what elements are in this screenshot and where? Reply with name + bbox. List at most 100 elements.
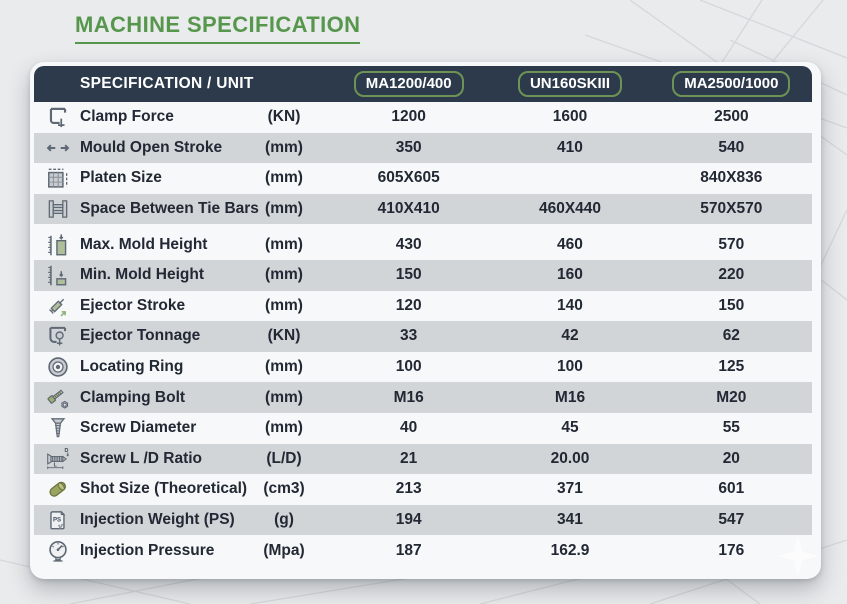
clamp-icon: [34, 104, 80, 130]
spec-value-2: 1600: [552, 108, 588, 126]
spec-value-2: 460X440: [538, 200, 602, 218]
machine-badge-1: MA1200/400: [353, 71, 464, 97]
spec-value-1: 150: [395, 266, 422, 284]
machine-column-3: MA2500/1000: [651, 71, 812, 97]
spec-value-2: M16: [554, 388, 586, 406]
spec-label: Injection Pressure: [80, 541, 215, 559]
shot-size-icon: [34, 476, 80, 502]
spec-label: Screw L /D Ratio: [80, 449, 203, 467]
spec-value-3: 547: [718, 511, 745, 529]
injection-pressure-icon: [34, 538, 80, 564]
spec-value-2: 160: [557, 266, 583, 284]
spec-unit: (mm): [265, 296, 303, 314]
spec-value-3: 125: [718, 358, 745, 376]
spec-label: Max. Mold Height: [80, 235, 208, 253]
table-row: Clamping Bolt (mm) M16 M16 M20: [34, 382, 812, 413]
spec-value-3: 570X570: [700, 200, 763, 218]
spec-value-2: 45: [561, 419, 579, 437]
spec-value-1: 194: [395, 511, 422, 529]
spec-label: Ejector Tonnage: [80, 327, 201, 345]
ejector-tonnage-icon: [34, 323, 80, 349]
spec-label: Platen Size: [80, 169, 162, 187]
spec-unit: (mm): [265, 169, 303, 187]
table-row: Injection Pressure (Mpa) 187 162.9 176: [34, 535, 812, 566]
spec-value-3: 20: [722, 449, 740, 467]
spec-unit: (KN): [267, 327, 301, 345]
spec-unit: (mm): [265, 388, 303, 406]
spec-value-1: 1200: [391, 108, 426, 126]
spec-value-2: 341: [557, 511, 583, 529]
spec-value-2: 42: [561, 327, 579, 345]
spec-label: Locating Ring: [80, 358, 184, 376]
spec-label: Ejector Stroke: [80, 296, 186, 314]
spec-value-3: M20: [716, 388, 747, 406]
spec-value-3: 840X836: [700, 169, 763, 187]
spec-value-1: 33: [400, 327, 418, 345]
table-row: Locating Ring (mm) 100 100 125: [34, 352, 812, 383]
open-stroke-arrows-icon: [34, 135, 80, 161]
spec-label: Clamping Bolt: [80, 388, 186, 406]
screw-ld-ratio-icon: [34, 446, 80, 472]
machine-column-2: UN160SKIII: [489, 71, 650, 97]
table-row: Min. Mold Height (mm) 150 160 220: [34, 259, 812, 291]
spec-unit: (mm): [265, 138, 303, 156]
spec-value-1: 430: [395, 235, 422, 253]
table-row: Clamp Force (KN) 1200 1600 2500: [34, 102, 812, 133]
spec-label: Mould Open Stroke: [80, 138, 223, 156]
page-title: MACHINE SPECIFICATION: [75, 12, 361, 44]
spec-value-2: 371: [557, 480, 583, 498]
spec-unit: (Mpa): [263, 541, 305, 559]
spec-label: Injection Weight (PS): [80, 511, 235, 529]
spec-unit: (mm): [265, 266, 303, 284]
screw-diameter-icon: [34, 415, 80, 441]
spec-value-1: 100: [395, 358, 422, 376]
spec-value-3: 570: [718, 235, 745, 253]
table-row: Max. Mold Height (mm) 430 460 570: [34, 229, 812, 260]
spec-value-3: 2500: [714, 108, 749, 126]
table-row: Screw Diameter (mm) 40 45 55: [34, 413, 812, 444]
spec-value-1: 350: [395, 138, 422, 156]
ejector-stroke-icon: [34, 293, 80, 319]
spec-value-3: 62: [722, 327, 740, 345]
max-mold-height-icon: [34, 232, 80, 258]
injection-weight-icon: [34, 507, 80, 533]
min-mold-height-icon: [34, 262, 80, 288]
spec-label: Screw Diameter: [80, 419, 197, 437]
spec-value-3: 55: [722, 419, 740, 437]
table-row: Injection Weight (PS) (g) 194 341 547: [34, 504, 812, 536]
spec-label: Shot Size (Theoretical): [80, 480, 248, 498]
spec-value-2: 20.00: [550, 449, 590, 467]
machine-column-1: MA1200/400: [328, 71, 489, 97]
table-row: Ejector Tonnage (KN) 33 42 62: [34, 321, 812, 352]
locating-ring-icon: [34, 354, 80, 380]
spec-value-2: 162.9: [550, 541, 590, 559]
spec-value-1: 605X605: [377, 169, 440, 187]
spec-unit: (cm3): [263, 480, 305, 498]
clamping-bolt-icon: [34, 385, 80, 411]
spec-value-1: 40: [400, 419, 418, 437]
spec-value-2: 140: [557, 296, 583, 314]
spec-value-3: 540: [718, 138, 745, 156]
spec-unit: (mm): [265, 419, 303, 437]
table-body: Clamp Force (KN) 1200 1600 2500 Mould Op…: [34, 102, 812, 566]
spec-value-2: 410: [557, 138, 583, 156]
spec-unit: (g): [274, 511, 294, 529]
platen-grid-icon: [34, 165, 80, 191]
spec-unit: (KN): [267, 108, 301, 126]
spec-value-1: 213: [395, 480, 422, 498]
table-row: Platen Size (mm) 605X605 840X836: [34, 163, 812, 194]
spec-value-2: 460: [557, 235, 583, 253]
spec-table-card: SPECIFICATION / UNIT MA1200/400 UN160SKI…: [30, 62, 821, 579]
spec-label: Min. Mold Height: [80, 266, 204, 284]
spec-value-1: 187: [395, 541, 422, 559]
spec-header-label: SPECIFICATION / UNIT: [80, 75, 254, 92]
table-row: Shot Size (Theoretical) (cm3) 213 371 60…: [34, 474, 812, 505]
spec-value-3: 176: [718, 541, 745, 559]
table-row: Screw L /D Ratio (L/D) 21 20.00 20: [34, 443, 812, 475]
spec-value-3: 601: [718, 480, 745, 498]
table-row: Mould Open Stroke (mm) 350 410 540: [34, 132, 812, 164]
spec-value-1: 120: [395, 296, 422, 314]
spec-unit: (mm): [265, 200, 303, 218]
spec-unit: (L/D): [266, 449, 302, 467]
spec-table: SPECIFICATION / UNIT MA1200/400 UN160SKI…: [30, 62, 821, 579]
